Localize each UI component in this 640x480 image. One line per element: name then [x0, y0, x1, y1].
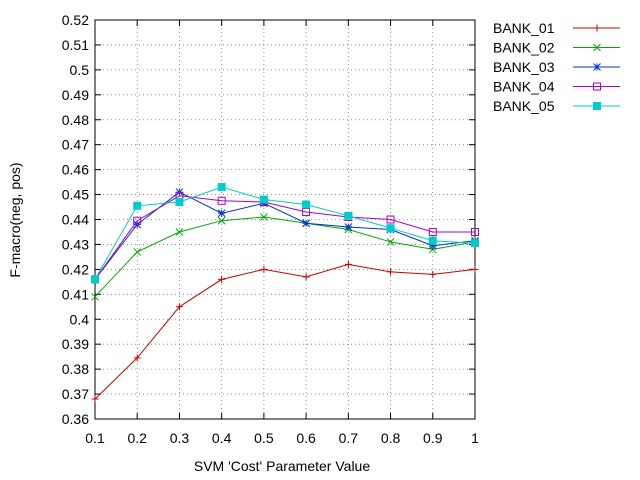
legend-item: BANK_05 [493, 98, 620, 114]
star-marker [593, 63, 601, 71]
series-bank-04 [91, 191, 479, 284]
plus-marker [344, 260, 352, 268]
y-tick-label: 0.38 [62, 361, 89, 377]
x-axis-title: SVM 'Cost' Parameter Value [194, 458, 370, 474]
star-marker [344, 223, 353, 231]
star-marker [428, 241, 437, 250]
y-tick-label: 0.48 [62, 112, 89, 128]
x-tick-label: 0.9 [423, 430, 443, 446]
y-tick-label: 0.41 [62, 286, 89, 302]
series-bank-05 [91, 183, 479, 284]
legend-label: BANK_05 [493, 98, 555, 114]
legend-item: BANK_04 [493, 79, 620, 95]
y-tick-label: 0.37 [62, 386, 89, 402]
y-tick-label: 0.47 [62, 137, 89, 153]
filled-square-marker [471, 239, 479, 248]
x-tick-label: 0.3 [170, 430, 190, 446]
y-tick-label: 0.49 [62, 87, 89, 103]
filled-square-marker [344, 211, 353, 220]
series-bank-03 [91, 188, 479, 284]
open-square-marker [471, 227, 479, 236]
filled-square-marker [428, 236, 437, 245]
y-tick-label: 0.39 [62, 336, 89, 352]
y-axis-title: F-macro(neg, pos) [7, 162, 23, 277]
cross-marker [260, 213, 268, 221]
star-marker [302, 219, 310, 228]
x-tick-label: 1 [471, 430, 479, 446]
cross-marker [91, 292, 99, 301]
plus-marker [429, 270, 437, 278]
cross-marker [593, 43, 601, 52]
plus-marker [175, 303, 183, 311]
legend: BANK_01 BANK_02 BANK_03 BANK_04 BANK_05 [493, 20, 620, 114]
cross-marker [175, 228, 184, 236]
plus-marker [302, 273, 310, 281]
star-marker [217, 209, 226, 218]
x-tick-label: 0.1 [85, 430, 105, 446]
open-square-marker [428, 227, 437, 236]
y-tick-label: 0.42 [62, 261, 89, 277]
series-bank-02 [91, 213, 479, 301]
series-group [91, 183, 479, 403]
series-line [94, 216, 476, 298]
cross-marker [133, 248, 142, 256]
open-square-marker [217, 196, 226, 205]
x-tick-label: 0.8 [381, 430, 401, 446]
series-line [94, 263, 476, 400]
series-line [94, 195, 475, 280]
x-tick-label: 0.7 [339, 430, 359, 446]
y-tick-label: 0.36 [62, 411, 89, 427]
series-line [94, 186, 476, 280]
grid [95, 20, 475, 419]
open-square-marker [386, 215, 395, 224]
plus-marker [133, 354, 141, 362]
filled-square-marker [133, 201, 142, 210]
series-bank-01 [91, 260, 479, 403]
legend-item: BANK_02 [493, 40, 620, 56]
x-tick-label: 0.2 [127, 430, 147, 446]
filled-square-marker [175, 198, 184, 207]
legend-label: BANK_02 [493, 40, 555, 56]
filled-square-marker [91, 275, 99, 284]
y-tick-label: 0.52 [62, 12, 89, 28]
plus-marker [218, 275, 226, 283]
cross-marker [386, 238, 395, 246]
legend-label: BANK_04 [493, 79, 555, 95]
filled-square-marker [593, 102, 601, 110]
filled-square-marker [217, 183, 226, 192]
plus-marker [593, 24, 601, 32]
cross-marker [217, 216, 226, 225]
open-square-marker [133, 216, 142, 225]
y-tick-label: 0.45 [62, 187, 89, 203]
legend-label: BANK_01 [493, 20, 555, 36]
legend-item: BANK_01 [493, 20, 620, 36]
series-line [94, 191, 476, 280]
filled-square-marker [259, 195, 268, 204]
plus-marker [471, 265, 479, 273]
cross-marker [428, 245, 437, 254]
open-square-marker [593, 82, 601, 91]
y-tick-label: 0.5 [70, 62, 90, 78]
x-tick-label: 0.4 [212, 430, 232, 446]
y-tick-label: 0.44 [62, 212, 89, 228]
filled-square-marker [386, 224, 395, 233]
y-tick-label: 0.43 [62, 236, 89, 252]
y-tick-label: 0.46 [62, 162, 89, 178]
plus-marker [91, 395, 99, 403]
x-tick-label: 0.5 [254, 430, 274, 446]
x-tick-label: 0.6 [296, 430, 316, 446]
legend-item: BANK_03 [493, 59, 620, 75]
plus-marker [260, 265, 268, 273]
plus-marker [387, 268, 395, 276]
filled-square-marker [302, 200, 311, 209]
legend-label: BANK_03 [493, 59, 555, 75]
axis-ticks: 0.360.370.380.390.40.410.420.430.440.450… [62, 12, 479, 446]
y-tick-label: 0.4 [70, 311, 90, 327]
y-tick-label: 0.51 [62, 37, 89, 53]
